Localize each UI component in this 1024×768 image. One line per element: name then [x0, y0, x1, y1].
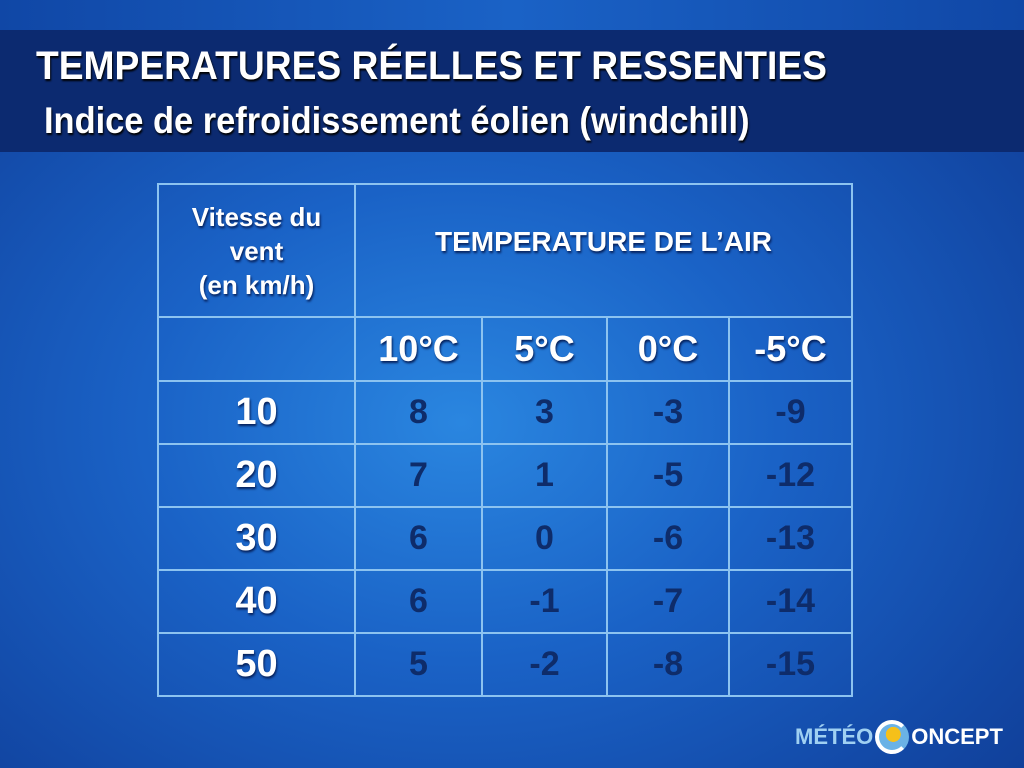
wind-speed-cell: 20 [157, 443, 356, 508]
sun-wave-logo-icon [875, 720, 910, 754]
column-group-header: TEMPERATURE DE L’AIR [354, 183, 853, 318]
windchill-value-cell: -6 [606, 506, 730, 571]
empty-cell [157, 316, 356, 382]
page-subtitle: Indice de refroidissement éolien (windch… [44, 100, 750, 141]
wind-speed-cell: 30 [157, 506, 356, 571]
windchill-value-cell: 7 [354, 443, 483, 508]
row-header-cell: Vitesse du vent (en km/h) [157, 183, 356, 318]
wind-speed-cell: 10 [157, 380, 356, 445]
windchill-value-cell: -1 [481, 569, 608, 634]
table-row: 50 5 -2 -8 -15 [157, 632, 853, 697]
windchill-value-cell: 6 [354, 569, 483, 634]
windchill-value-cell: -12 [728, 443, 853, 508]
windchill-value-cell: -8 [606, 632, 730, 697]
windchill-table: Vitesse du vent (en km/h) TEMPERATURE DE… [157, 183, 853, 697]
title-band [0, 30, 1024, 152]
row-header-line: (en km/h) [198, 269, 315, 300]
windchill-value-cell: 8 [354, 380, 483, 445]
table-row: 40 6 -1 -7 -14 [157, 569, 853, 634]
wind-speed-cell: 50 [157, 632, 356, 697]
page-title: TEMPERATURES RÉELLES ET RESSENTIES [36, 44, 827, 88]
windchill-value-cell: 5 [354, 632, 483, 697]
windchill-value-cell: -3 [606, 380, 730, 445]
column-header: 10°C [354, 316, 483, 382]
windchill-value-cell: -13 [728, 506, 853, 571]
windchill-value-cell: -7 [606, 569, 730, 634]
row-header-line: Vitesse du [191, 201, 322, 232]
windchill-value-cell: 6 [354, 506, 483, 571]
windchill-value-cell: 3 [481, 380, 608, 445]
table-row: 30 6 0 -6 -13 [157, 506, 853, 571]
windchill-value-cell: 0 [481, 506, 608, 571]
table-row: 10 8 3 -3 -9 [157, 380, 853, 445]
logo-text: MÉTÉO [795, 724, 874, 749]
column-header: 5°C [481, 316, 608, 382]
row-header-line: vent [229, 235, 284, 266]
logo-text: ONCEPT [911, 724, 1003, 749]
column-header: 0°C [606, 316, 730, 382]
windchill-value-cell: -2 [481, 632, 608, 697]
meteo-concept-logo: MÉTÉO ONCEPT [795, 720, 1003, 754]
windchill-value-cell: -5 [606, 443, 730, 508]
windchill-value-cell: -14 [728, 569, 853, 634]
top-strip [0, 0, 1024, 30]
table-row: 20 7 1 -5 -12 [157, 443, 853, 508]
column-header: -5°C [728, 316, 853, 382]
windchill-value-cell: 1 [481, 443, 608, 508]
wind-speed-cell: 40 [157, 569, 356, 634]
windchill-value-cell: -15 [728, 632, 853, 697]
windchill-value-cell: -9 [728, 380, 853, 445]
